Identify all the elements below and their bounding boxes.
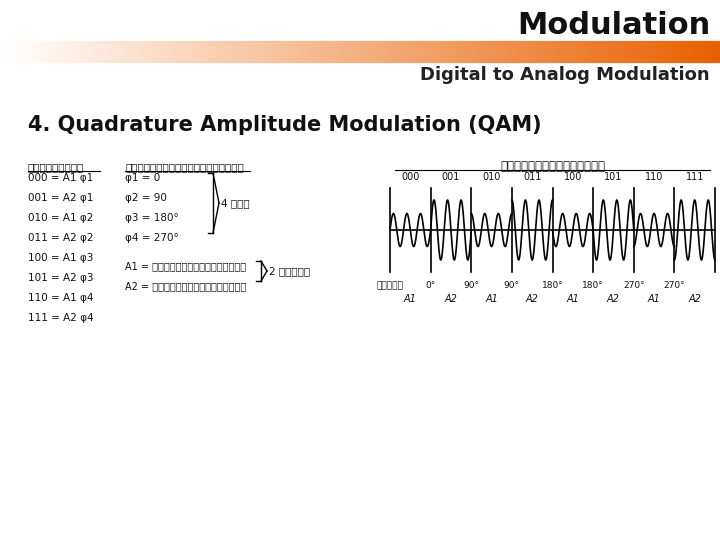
Text: 180°: 180° (541, 281, 563, 290)
Text: A1: A1 (485, 294, 498, 304)
Text: A1: A1 (567, 294, 580, 304)
Text: 110 = A1 φ4: 110 = A1 φ4 (28, 293, 94, 303)
Text: A2: A2 (688, 294, 701, 304)
Text: 90°: 90° (504, 281, 520, 290)
Text: 000 = A1 φ1: 000 = A1 φ1 (28, 173, 94, 183)
Text: 101 = A2 φ3: 101 = A2 φ3 (28, 273, 94, 283)
Text: 101: 101 (604, 172, 623, 182)
Text: 2 ระดับ: 2 ระดับ (269, 266, 310, 276)
Text: A2 = ขนาดของสัญญาณสูง: A2 = ขนาดของสัญญาณสูง (125, 281, 246, 291)
Text: 010 = A1 φ2: 010 = A1 φ2 (28, 213, 94, 223)
Text: φ1 = 0: φ1 = 0 (125, 173, 161, 183)
Text: φ4 = 270°: φ4 = 270° (125, 233, 179, 243)
Text: 270°: 270° (664, 281, 685, 290)
Text: 111 = A2 φ4: 111 = A2 φ4 (28, 313, 94, 323)
Text: 001: 001 (442, 172, 460, 182)
Text: 000: 000 (401, 172, 420, 182)
Text: 180°: 180° (582, 281, 604, 290)
Text: 4 เฟส: 4 เฟส (221, 198, 250, 208)
Text: 90°: 90° (463, 281, 480, 290)
Text: 270°: 270° (623, 281, 644, 290)
Text: สัญญาณที่ถูกรวม: สัญญาณที่ถูกรวม (500, 160, 605, 173)
Text: บิตข้อมูล: บิตข้อมูล (28, 162, 84, 172)
Text: 100: 100 (564, 172, 582, 182)
Text: A1: A1 (647, 294, 660, 304)
Text: A2: A2 (444, 294, 457, 304)
Text: 011 = A2 φ2: 011 = A2 φ2 (28, 233, 94, 243)
Text: A1: A1 (404, 294, 417, 304)
Text: 110: 110 (645, 172, 663, 182)
Text: 0°: 0° (426, 281, 436, 290)
Text: เริ่ม: เริ่ม (377, 281, 403, 290)
Text: A2: A2 (607, 294, 620, 304)
Text: 111: 111 (685, 172, 704, 182)
Text: 001 = A2 φ1: 001 = A2 φ1 (28, 193, 94, 203)
Text: A1 = ขนาดของสัญญาณต่ำ: A1 = ขนาดของสัญญาณต่ำ (125, 261, 246, 271)
Text: 4. Quadrature Amplitude Modulation (QAM): 4. Quadrature Amplitude Modulation (QAM) (28, 115, 541, 135)
Text: Digital to Analog Modulation: Digital to Analog Modulation (420, 66, 710, 84)
Text: Modulation: Modulation (517, 10, 710, 39)
Text: เฟสและขนาดของสัญญาณ: เฟสและขนาดของสัญญาณ (125, 162, 244, 172)
Text: 010: 010 (482, 172, 500, 182)
Text: A2: A2 (526, 294, 539, 304)
Text: 100 = A1 φ3: 100 = A1 φ3 (28, 253, 94, 263)
Text: φ2 = 90: φ2 = 90 (125, 193, 167, 203)
Text: 011: 011 (523, 172, 541, 182)
Text: φ3 = 180°: φ3 = 180° (125, 213, 179, 223)
